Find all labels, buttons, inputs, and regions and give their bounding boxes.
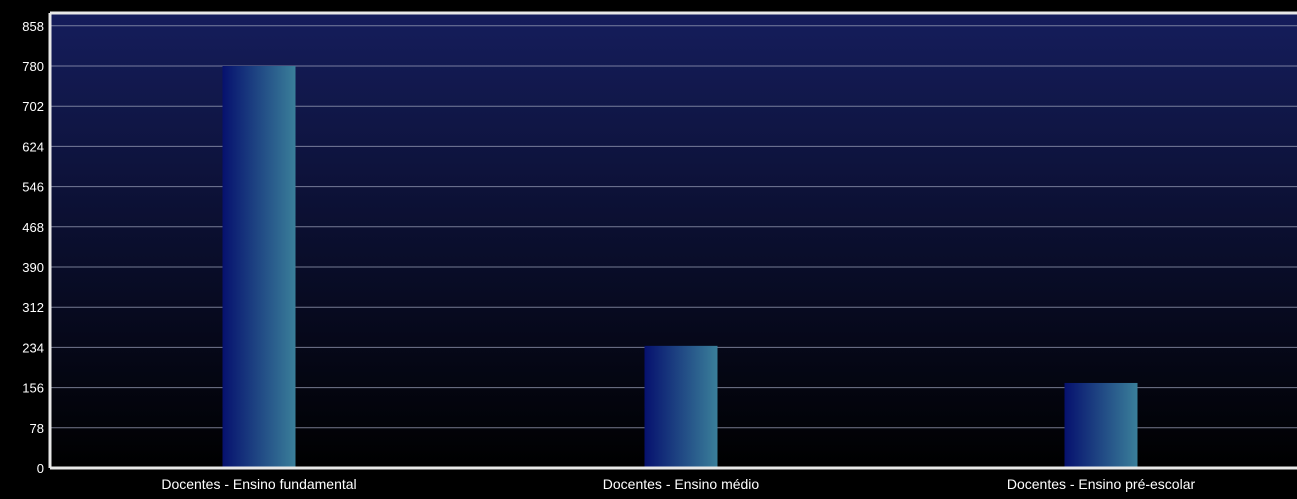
bar bbox=[644, 345, 718, 468]
x-category-label: Docentes - Ensino fundamental bbox=[161, 476, 356, 492]
y-tick-label: 702 bbox=[22, 99, 44, 114]
y-tick-label: 390 bbox=[22, 260, 44, 275]
bar bbox=[1064, 382, 1138, 468]
y-tick-label: 0 bbox=[37, 461, 44, 476]
x-category-label: Docentes - Ensino médio bbox=[603, 476, 760, 492]
x-category-label: Docentes - Ensino pré-escolar bbox=[1007, 476, 1196, 492]
y-tick-label: 780 bbox=[22, 59, 44, 74]
x-axis-labels: Docentes - Ensino fundamental Docentes - … bbox=[161, 476, 1195, 492]
y-tick-label: 156 bbox=[22, 381, 44, 396]
bar bbox=[222, 66, 296, 468]
y-axis-ticks: 0 78 156 234 312 390 468 546 624 702 780 858 bbox=[22, 19, 44, 476]
bars bbox=[222, 66, 1138, 468]
y-tick-label: 858 bbox=[22, 19, 44, 34]
y-tick-label: 234 bbox=[22, 340, 44, 355]
y-tick-label: 312 bbox=[22, 300, 44, 315]
y-tick-label: 78 bbox=[30, 421, 44, 436]
y-tick-label: 546 bbox=[22, 180, 44, 195]
y-tick-label: 468 bbox=[22, 220, 44, 235]
plot-frame bbox=[48, 11, 1297, 470]
y-tick-label: 624 bbox=[22, 139, 44, 154]
